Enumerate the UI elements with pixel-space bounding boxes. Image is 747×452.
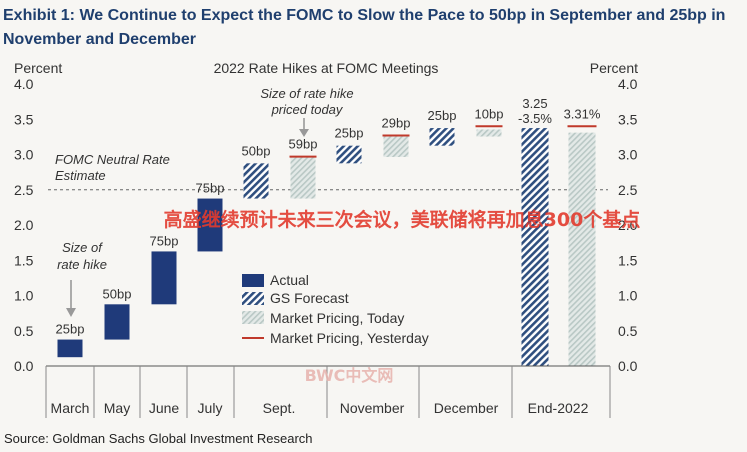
priced-today-annotation: Size of rate hike priced today [260, 86, 354, 137]
bar-label-gs-forecast: 50bp [242, 143, 271, 158]
y-tick-label-left: 3.5 [14, 111, 34, 127]
x-tick-label: June [149, 400, 180, 416]
y-tick-label-left: 3.0 [14, 147, 34, 163]
priced-today-arrowhead [299, 129, 309, 137]
bars [57, 125, 597, 366]
bar-label-actual: 50bp [103, 286, 132, 301]
bar-gs-forecast [521, 128, 549, 366]
legend-swatch-actual [242, 274, 264, 287]
y-tick-label-right: 0.0 [618, 358, 638, 374]
bar-market-today [568, 132, 596, 366]
overlay-headline: 高盛继续预计未来三次会议，美联储将再加息300个基点 [164, 208, 641, 231]
size-of-hike-arrowhead [66, 308, 76, 317]
bar-label-gs-forecast: 25bp [335, 126, 364, 141]
legend-swatch-gs-forecast [242, 292, 264, 305]
bar-label-actual: 25bp [56, 322, 85, 337]
y-tick-label-left: 0.0 [14, 358, 34, 374]
exhibit-title: Exhibit 1: We Continue to Expect the FOM… [3, 7, 726, 48]
y-tick-label-right: 2.0 [618, 217, 638, 233]
bar-market-today [290, 156, 316, 199]
y-tick-label-left: 2.5 [14, 182, 34, 198]
bar-actual-july [197, 198, 223, 252]
bar-gs-forecast [243, 163, 269, 199]
y-ticks-right: 0.0 0.5 1.0 1.5 2.0 2.5 3.0 3.5 4.0 [618, 76, 638, 374]
bar-label-market-today: 3.31% [564, 106, 601, 121]
x-tick-label: July [198, 400, 223, 416]
legend-label-market-today: Market Pricing, Today [270, 310, 404, 326]
x-tick-label: Sept. [263, 400, 296, 416]
legend-label-gs-forecast: GS Forecast [270, 290, 349, 306]
bar-gs-forecast [336, 145, 362, 164]
y-tick-label-right: 0.5 [618, 323, 638, 339]
bar-label-market-today: 59bp [289, 137, 318, 152]
legend-label-market-yesterday: Market Pricing, Yesterday [270, 330, 429, 346]
y-tick-label-right: 4.0 [618, 76, 638, 92]
y-tick-label-right: 3.5 [618, 111, 638, 127]
bar-actual-march [57, 339, 83, 358]
chart-title: 2022 Rate Hikes at FOMC Meetings [214, 60, 439, 76]
x-tick-label: End-2022 [528, 400, 589, 416]
y-tick-label-right: 1.0 [618, 288, 638, 304]
y-ticks-left: 0.0 0.5 1.0 1.5 2.0 2.5 3.0 3.5 4.0 [14, 76, 34, 374]
bar-label-actual: 75bp [150, 233, 179, 248]
bar-label-actual: 75bp [196, 181, 225, 196]
neutral-rate-line2: Estimate [55, 168, 106, 183]
bar-market-today [383, 136, 409, 157]
watermark: BWC中文网 [305, 366, 394, 385]
size-of-hike-line2: rate hike [57, 257, 107, 272]
priced-today-line1: Size of rate hike [260, 86, 353, 101]
source-note: Source: Goldman Sachs Global Investment … [4, 431, 313, 446]
x-tick-label: November [340, 400, 405, 416]
bar-labels: 25bp 50bp 75bp 75bp 50bp 25bp 25bp 3.25-3.5% 59b… [56, 96, 601, 337]
x-tick-label: May [104, 400, 130, 416]
y-tick-label-left: 0.5 [14, 323, 34, 339]
legend-swatch-market-today [242, 311, 264, 324]
y-tick-label-right: 3.0 [618, 147, 638, 163]
bar-actual-june [151, 251, 177, 305]
x-tick-label: December [434, 400, 499, 416]
bar-market-today [476, 129, 502, 137]
bar-label-market-today: 10bp [475, 106, 504, 121]
y-tick-label-left: 4.0 [14, 76, 34, 92]
bar-gs-forecast [429, 128, 455, 146]
bar-label-gs-forecast: 25bp [428, 108, 457, 123]
y-tick-label-right: 2.5 [618, 182, 638, 198]
priced-today-line2: priced today [271, 102, 344, 117]
neutral-rate-annotation: FOMC Neutral Rate Estimate [55, 152, 170, 183]
x-axis: March May June July Sept. November December End… [45, 365, 611, 418]
y-tick-label-right: 1.5 [618, 252, 638, 268]
bar-actual-may [104, 304, 130, 340]
size-of-hike-line1: Size of [62, 240, 103, 255]
x-tick-label: March [51, 400, 90, 416]
legend-label-actual: Actual [270, 272, 309, 288]
y-axis-label-left: Percent [14, 60, 62, 76]
y-tick-label-left: 1.5 [14, 252, 34, 268]
y-tick-label-left: 2.0 [14, 217, 34, 233]
neutral-rate-line1: FOMC Neutral Rate [55, 152, 170, 167]
y-axis-label-right: Percent [590, 60, 638, 76]
bar-label-market-today: 29bp [382, 115, 411, 130]
legend: Actual GS Forecast Market Pricing, Today… [242, 272, 429, 346]
bar-label-gs-forecast: 3.25 [522, 96, 547, 111]
size-of-hike-annotation: Size of rate hike [57, 240, 107, 317]
y-tick-label-left: 1.0 [14, 288, 34, 304]
bar-label-gs-forecast-range: -3.5% [518, 111, 552, 126]
